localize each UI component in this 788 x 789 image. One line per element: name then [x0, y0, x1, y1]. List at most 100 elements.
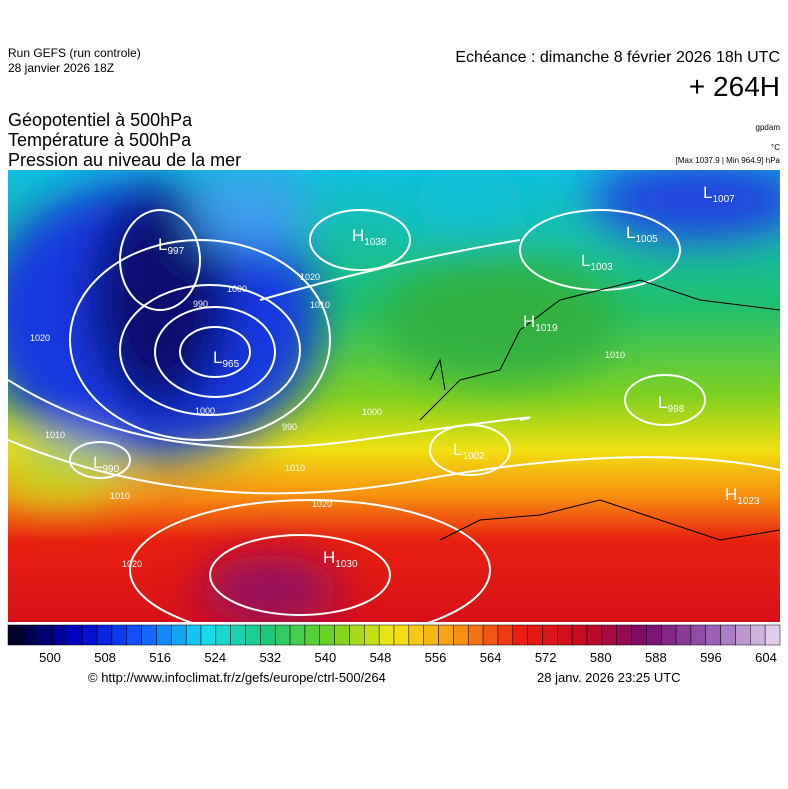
center-value: 998	[667, 404, 684, 415]
isobar-label: 1010	[605, 350, 625, 360]
colorbar-swatch	[200, 624, 217, 646]
colorbar-swatch	[586, 624, 603, 646]
colorbar-swatch	[111, 624, 128, 646]
colorbar-swatch	[7, 624, 24, 646]
colorbar-swatch	[393, 624, 410, 646]
colorbar-tick-label: 508	[94, 650, 116, 665]
center-value: 1002	[462, 451, 485, 462]
isobar-label: 1010	[110, 491, 130, 501]
isobar-label: 990	[193, 299, 208, 309]
colorbar-swatch	[81, 624, 98, 646]
center-value: 1023	[737, 496, 760, 507]
colorbar-swatch	[37, 624, 53, 646]
isobar-label: 1010	[285, 463, 305, 473]
colorbar-tick-label: 596	[700, 650, 722, 665]
colorbar-swatch	[52, 624, 68, 646]
colorbar-tick-label: 580	[590, 650, 612, 665]
pressure-center: H1023	[725, 485, 760, 507]
colorbar-tick-label: 516	[149, 650, 171, 665]
colorbar-swatch	[467, 624, 484, 646]
center-value: 990	[102, 464, 119, 475]
colorbar-tick-label: 540	[315, 650, 337, 665]
colorbar-swatch	[601, 624, 617, 646]
title: Géopotentiel à 500hPa	[8, 110, 193, 130]
colorbar-swatch	[497, 624, 514, 646]
colorbar-swatch	[274, 624, 291, 646]
colorbar-swatch	[230, 624, 246, 646]
isobar-label: 1010	[310, 300, 330, 310]
colorbar-swatch	[482, 624, 499, 646]
isobar-label: 1020	[312, 499, 332, 509]
run-date: 28 janvier 2026 18Z	[8, 61, 114, 75]
colorbar-swatch	[22, 624, 38, 646]
colorbar-tick-label: 532	[259, 650, 281, 665]
center-letter: L	[453, 440, 462, 459]
colorbar-swatch	[171, 624, 187, 646]
center-value: 1038	[364, 237, 387, 248]
colorbar-swatch	[764, 624, 781, 646]
colorbar-swatch	[260, 624, 276, 646]
pressure-center: L1002	[453, 440, 485, 462]
colorbar-swatch	[557, 624, 573, 646]
colorbar-swatch	[542, 624, 558, 646]
center-letter: L	[626, 223, 635, 242]
pressure-center: L990	[93, 453, 120, 475]
colorbar-swatch	[67, 624, 83, 646]
colorbar-swatch	[245, 624, 261, 646]
colorbar-swatch	[364, 624, 380, 646]
center-letter: L	[213, 348, 222, 367]
colorbar-swatch	[304, 624, 321, 646]
colorbar-swatch	[289, 624, 306, 646]
isobar-label: 1000	[362, 407, 382, 417]
unit: gpdam	[756, 123, 781, 132]
colorbar-swatch	[126, 624, 142, 646]
colorbar-swatch	[185, 624, 202, 646]
colorbar-swatch	[646, 624, 662, 646]
colorbar-tick-label: 548	[370, 650, 392, 665]
center-value: 1007	[712, 194, 735, 205]
source-url: © http://www.infoclimat.fr/z/gefs/europe…	[88, 670, 386, 685]
center-letter: H	[523, 312, 535, 331]
colorbar-swatch	[349, 624, 365, 646]
pressure-center: L965	[213, 348, 240, 370]
colorbar-swatch	[423, 624, 439, 646]
pressure-center: L1007	[703, 183, 735, 205]
colorbar-swatch	[527, 624, 543, 646]
colorbar-swatch	[750, 624, 766, 646]
isobar-label: 1000	[195, 406, 215, 416]
isobar-label: 1000	[227, 284, 247, 294]
pressure-center: L997	[158, 235, 185, 257]
colorbar-swatch	[156, 624, 172, 646]
valid-time: Echéance : dimanche 8 février 2026 18h U…	[455, 49, 780, 66]
colorbar-swatch	[690, 624, 707, 646]
pressure-center: H1019	[523, 312, 558, 334]
isobar-label: 1020	[122, 559, 142, 569]
isobar-label: 990	[282, 422, 297, 432]
pressure-center: L1003	[581, 251, 613, 273]
pressure-center: H1030	[323, 548, 358, 570]
center-value: 1005	[635, 234, 658, 245]
colorbar-swatch	[141, 624, 157, 646]
colorbar-tick-label: 604	[755, 650, 777, 665]
pressure-center: L1005	[626, 223, 658, 245]
center-value: 1019	[535, 323, 558, 334]
colorbar-tick-label: 588	[645, 650, 667, 665]
unit: °C	[771, 143, 780, 152]
isobar-label: 1020	[30, 333, 50, 343]
colorbar-swatch	[571, 624, 588, 646]
center-value: 997	[167, 246, 184, 257]
run-label: Run GEFS (run controle)	[8, 46, 141, 60]
colorbar: 500 508 516 524 532 540 548 556 564 572 580 588 596 6…	[7, 624, 781, 665]
colorbar-tick-label: 500	[39, 650, 61, 665]
colorbar-tick-label: 572	[535, 650, 557, 665]
colorbar-tick-label: 564	[480, 650, 502, 665]
center-letter: L	[93, 453, 102, 472]
map: H1038L997L965L990H1030L1002H1019L1007L10…	[8, 170, 780, 622]
colorbar-swatch	[378, 624, 395, 646]
colorbar-swatch	[319, 624, 335, 646]
colorbar-swatch	[720, 624, 736, 646]
isobar-label: 1020	[300, 272, 320, 282]
colorbar-tick-label: 556	[425, 650, 447, 665]
pressure-center: H1038	[352, 226, 387, 248]
